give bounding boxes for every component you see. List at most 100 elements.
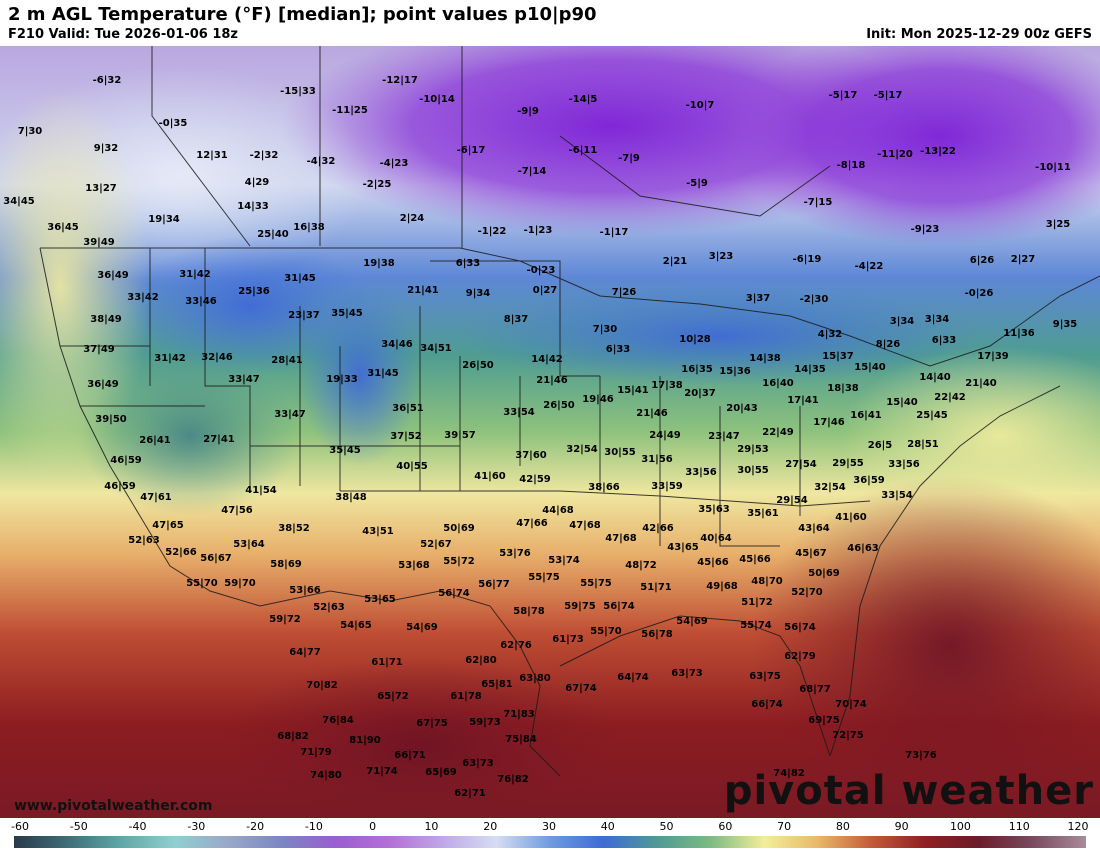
point-value: 53|76 [499,548,531,559]
point-value: 68|77 [799,684,831,695]
colorbar-tick-label: 50 [659,820,674,833]
point-value: 27|54 [785,459,817,470]
point-value: 17|38 [651,380,683,391]
point-value: 50|69 [808,568,840,579]
point-value: 14|40 [919,372,951,383]
point-value: 28|51 [907,439,939,450]
point-value: 34|46 [381,339,413,350]
point-value: 21|46 [636,408,668,419]
point-value: 23|47 [708,431,740,442]
point-value: 38|52 [278,523,310,534]
point-value: 20|43 [726,403,758,414]
point-value: 16|38 [293,222,325,233]
point-value: 55|70 [590,626,622,637]
point-value: 47|65 [152,520,184,531]
point-value: 50|69 [443,523,475,534]
point-value: 15|40 [854,362,886,373]
boundaries [39,46,1100,777]
point-value: 22|42 [934,392,966,403]
point-value: 52|63 [128,535,160,546]
point-value: 54|69 [406,622,438,633]
point-value: 16|41 [850,410,882,421]
point-value: 27|41 [203,434,235,445]
point-value: 38|49 [90,314,122,325]
point-value: 6|33 [605,344,631,355]
point-value: 33|56 [888,459,920,470]
point-value: 24|49 [649,430,681,441]
point-value: 10|28 [679,334,711,345]
point-value: 14|35 [794,364,826,375]
colorbar-tick-label: 90 [894,820,909,833]
point-value: 39|50 [95,414,127,425]
point-value: 45|66 [697,557,729,568]
point-value: 47|61 [140,492,172,503]
point-value: 49|68 [706,581,738,592]
point-value: 29|55 [832,458,864,469]
colorbar-tick-label: 110 [1008,820,1030,833]
point-value: 62|79 [784,651,816,662]
colorbar-tick-label: -60 [11,820,29,833]
point-value: -4|22 [854,261,884,272]
point-value: 38|66 [588,482,620,493]
point-value: 53|65 [364,594,396,605]
point-value: 41|60 [835,512,867,523]
point-value: 36|45 [47,222,79,233]
point-value: -6|19 [792,254,822,265]
point-value: 26|50 [543,400,575,411]
point-value: 22|49 [762,427,794,438]
colorbar: -60 -50 -40 -30 -20 -10 0 10 20 30 40 50 60 70 80 90 100… [0,818,1100,850]
point-value: 41|54 [245,485,277,496]
point-value: 56|74 [784,622,816,633]
point-value: 73|76 [905,750,937,761]
colorbar-tick-label: 100 [949,820,971,833]
point-value: 58|78 [513,606,545,617]
point-value: 63|73 [462,758,494,769]
point-value: 26|41 [139,435,171,446]
point-value: 59|73 [469,717,501,728]
point-value: 36|49 [97,270,129,281]
point-value: -8|18 [836,160,866,171]
point-value: 37|60 [515,450,547,461]
point-value: 71|83 [503,709,535,720]
point-value: 15|41 [617,385,649,396]
point-value: -5|17 [828,90,858,101]
point-value: -10|11 [1035,162,1071,173]
point-value: 61|71 [371,657,403,668]
point-value: 35|45 [329,445,361,456]
point-value: 48|70 [751,576,783,587]
point-value: 17|46 [813,417,845,428]
point-value: 17|39 [977,351,1009,362]
point-value: 9|32 [93,143,119,154]
point-value: -11|20 [877,149,913,160]
brand-logo: pivotal weather [723,768,1094,814]
point-value: -0|26 [964,288,994,299]
point-value: 70|82 [306,680,338,691]
point-value: -2|25 [362,179,392,190]
point-value: 45|66 [739,554,771,565]
website-label[interactable]: www.pivotalweather.com [14,798,213,814]
point-value: 31|42 [179,269,211,280]
point-value: 69|75 [808,715,840,726]
point-value: 54|69 [676,616,708,627]
point-value: 16|40 [762,378,794,389]
point-value: 47|66 [516,518,548,529]
point-value: 47|56 [221,505,253,516]
colorbar-tick-label: 30 [542,820,556,833]
point-value: 66|71 [394,750,426,761]
point-value: 4|32 [817,329,843,340]
temperature-map[interactable] [0,46,1100,818]
point-value: 63|73 [671,668,703,679]
point-value: 41|60 [474,471,506,482]
point-value: 2|21 [662,256,688,267]
colorbar-tick-label: -50 [69,820,88,833]
point-value: 43|65 [667,542,699,553]
map-title: 2 m AGL Temperature (°F) [median]; point… [8,4,597,25]
point-value: 23|37 [288,310,320,321]
colorbar-tick-label: 20 [483,820,498,833]
point-value: -5|9 [686,178,708,189]
point-value: 53|64 [233,539,265,550]
point-value: 55|72 [443,556,475,567]
point-value: -15|33 [280,86,316,97]
point-value: 74|80 [310,770,342,781]
point-value: 31|42 [154,353,186,364]
